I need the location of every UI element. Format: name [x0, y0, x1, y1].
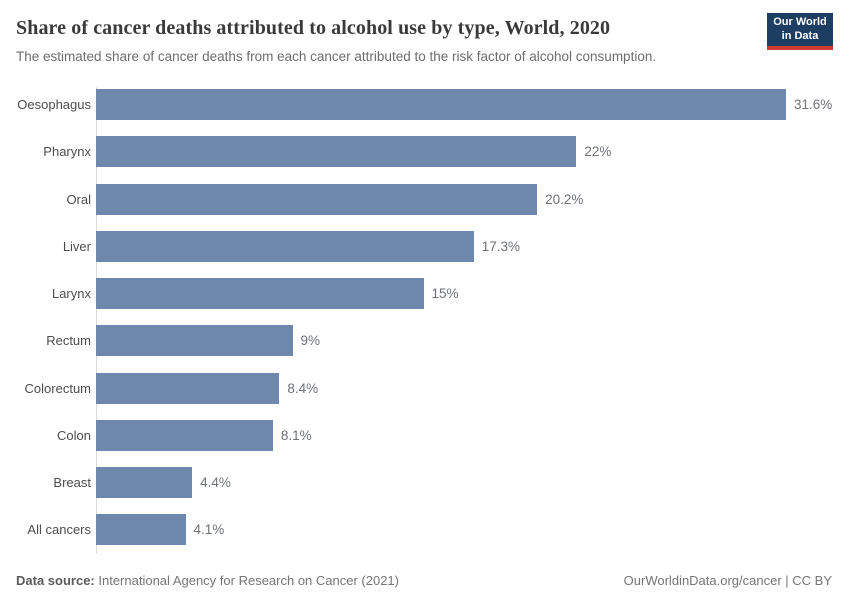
bar[interactable] [96, 514, 186, 546]
category-label: Larynx [51, 286, 91, 302]
owid-logo-line2: in Data [781, 29, 819, 42]
category-label: Oral [66, 191, 91, 207]
value-label: 4.1% [193, 522, 225, 538]
category-label: Oesophagus [17, 97, 91, 113]
bar[interactable] [96, 183, 538, 215]
value-label: 31.6% [794, 97, 833, 113]
value-label: 8.1% [280, 427, 312, 443]
chart-row: Oral 20.2% [0, 176, 832, 223]
value-label: 9% [300, 333, 321, 349]
chart-row: Colon 8.1% [0, 412, 832, 459]
chart-row: Breast 4.4% [0, 459, 832, 506]
data-source-text: International Agency for Research on Can… [98, 573, 399, 588]
bar[interactable] [96, 89, 786, 121]
bar[interactable] [96, 230, 474, 262]
bar[interactable] [96, 278, 424, 310]
bar-track: 4.4% [96, 467, 832, 499]
chart-row: Liver 17.3% [0, 223, 832, 270]
chart-row: Rectum 9% [0, 317, 832, 364]
bar-chart: Oesophagus 31.6% Pharynx 22% Oral 20.2% Liver 1… [0, 81, 832, 554]
category-label: All cancers [27, 522, 91, 538]
chart-header: Share of cancer deaths attributed to alc… [16, 16, 834, 65]
data-source: Data source: International Agency for Re… [16, 573, 399, 588]
value-label: 4.4% [200, 475, 231, 491]
bar-track: 8.4% [96, 372, 832, 404]
bar-track: 22% [96, 136, 832, 168]
bar-track: 9% [96, 325, 832, 357]
bar-track: 17.3% [96, 230, 832, 262]
bar-track: 31.6% [96, 89, 833, 121]
category-label: Liver [62, 238, 91, 254]
chart-row: Larynx 15% [0, 270, 832, 317]
category-label: Pharynx [43, 144, 91, 160]
owid-logo[interactable]: Our World in Data [767, 13, 833, 50]
bar[interactable] [96, 372, 280, 404]
attribution-link[interactable]: OurWorldinData.org/cancer | CC BY [623, 573, 832, 588]
bar[interactable] [96, 136, 577, 168]
value-label: 20.2% [545, 191, 584, 207]
chart-row: All cancers 4.1% [0, 506, 832, 553]
data-source-label: Data source: [16, 573, 95, 588]
chart-row: Oesophagus 31.6% [0, 81, 832, 128]
category-label: Colon [57, 427, 91, 443]
chart-row: Colorectum 8.4% [0, 365, 832, 412]
bar-track: 4.1% [96, 514, 832, 546]
bar[interactable] [96, 325, 293, 357]
y-axis-line [96, 87, 97, 554]
category-label: Breast [53, 475, 91, 491]
bar[interactable] [96, 467, 193, 499]
category-label: Rectum [46, 333, 91, 349]
chart-footer: Data source: International Agency for Re… [16, 573, 832, 588]
chart-row: Pharynx 22% [0, 128, 832, 175]
chart-subtitle: The estimated share of cancer deaths fro… [16, 49, 657, 64]
bar-track: 15% [96, 278, 832, 310]
bar[interactable] [96, 419, 273, 451]
value-label: 22% [584, 144, 612, 160]
category-label: Colorectum [24, 380, 91, 396]
owid-logo-line1: Our World [773, 16, 827, 29]
value-label: 17.3% [481, 238, 521, 254]
value-label: 8.4% [287, 380, 319, 396]
bar-track: 8.1% [96, 419, 832, 451]
value-label: 15% [431, 286, 459, 302]
page-title: Share of cancer deaths attributed to alc… [16, 17, 611, 39]
bar-track: 20.2% [96, 183, 832, 215]
